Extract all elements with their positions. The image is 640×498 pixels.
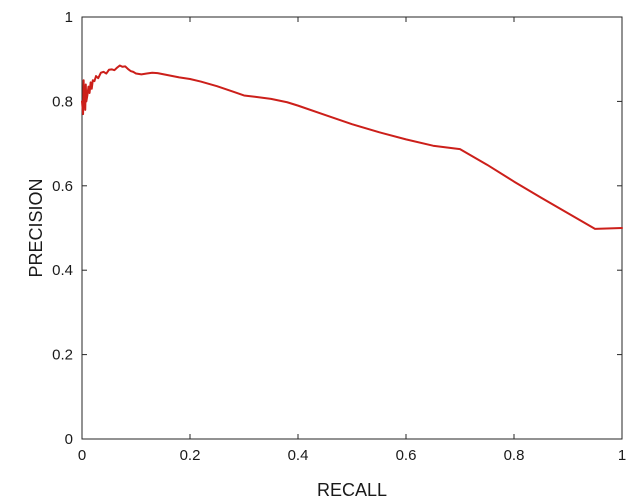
x-tick-label: 0.6 <box>396 447 417 464</box>
y-tick-label: 0 <box>65 431 73 448</box>
series-line-precision-recall <box>81 64 623 230</box>
y-tick-label: 0.4 <box>52 262 73 279</box>
x-tick-label: 0 <box>78 447 86 464</box>
y-tick-label: 1 <box>65 9 73 26</box>
y-axis-label: PRECISION <box>26 178 46 277</box>
x-tick-label: 1 <box>618 447 626 464</box>
y-tick-label: 0.2 <box>52 347 73 364</box>
x-tick-label: 0.2 <box>180 447 201 464</box>
y-tick-label: 0.8 <box>52 93 73 110</box>
x-tick-label: 0.4 <box>288 447 309 464</box>
x-axis-label: RECALL <box>317 480 387 498</box>
y-tick-label: 0.6 <box>52 178 73 195</box>
x-tick-label: 0.8 <box>504 447 525 464</box>
